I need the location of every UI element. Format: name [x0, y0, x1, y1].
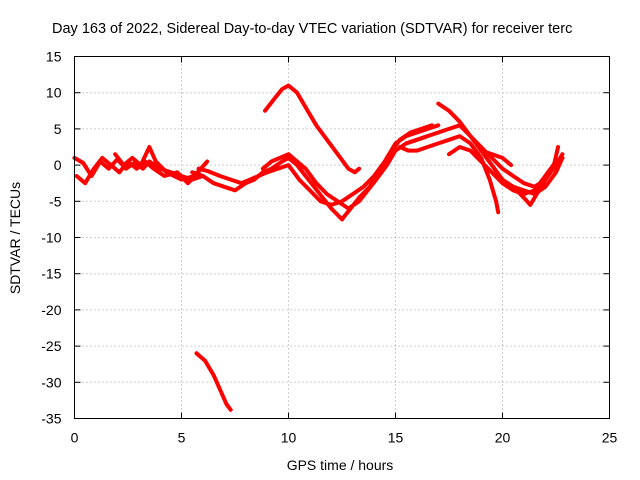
y-tick-label: -30 [41, 374, 61, 390]
y-tick-label: -5 [49, 193, 62, 209]
series-arc-6 [260, 134, 430, 211]
y-tick-label: -20 [41, 302, 61, 318]
series-arc-13 [511, 145, 561, 207]
grid [74, 56, 610, 419]
series-arc-12 [479, 148, 514, 168]
x-tick-label: 5 [178, 430, 186, 446]
x-tick-label: 25 [602, 430, 618, 446]
y-tick-label: 15 [46, 49, 62, 65]
series-arc-5 [190, 123, 434, 222]
y-tick-label: -10 [41, 230, 61, 246]
series-arc-10 [436, 101, 565, 197]
series-arc-14 [194, 351, 233, 412]
y-tick-label: -15 [41, 266, 61, 282]
y-tick-label: 0 [54, 157, 62, 173]
series-arc-7 [263, 83, 362, 175]
series-arc-8 [397, 134, 501, 215]
data-series [72, 83, 565, 412]
x-axis-label: GPS time / hours [287, 457, 394, 473]
chart-title: Day 163 of 2022, Sidereal Day-to-day VTE… [52, 21, 572, 37]
y-tick-label: -35 [41, 411, 61, 427]
series-arc-2 [74, 155, 201, 186]
x-tick-label: 15 [388, 430, 404, 446]
x-tick-label: 20 [495, 430, 511, 446]
y-tick-label: -25 [41, 338, 61, 354]
y-axis-label: SDTVAR / TECUs [7, 182, 23, 294]
x-tick-labels: 0 5 10 15 20 25 [71, 430, 618, 446]
y-tick-label: 10 [46, 85, 62, 101]
series-arc-3 [113, 145, 210, 182]
x-tick-label: 0 [71, 430, 79, 446]
y-tick-labels: 15 10 5 0 -5 -10 -15 -20 -25 -30 -35 [41, 49, 61, 427]
x-tick-label: 10 [281, 430, 297, 446]
axis-ticks [74, 56, 610, 419]
y-tick-label: 5 [54, 121, 62, 137]
